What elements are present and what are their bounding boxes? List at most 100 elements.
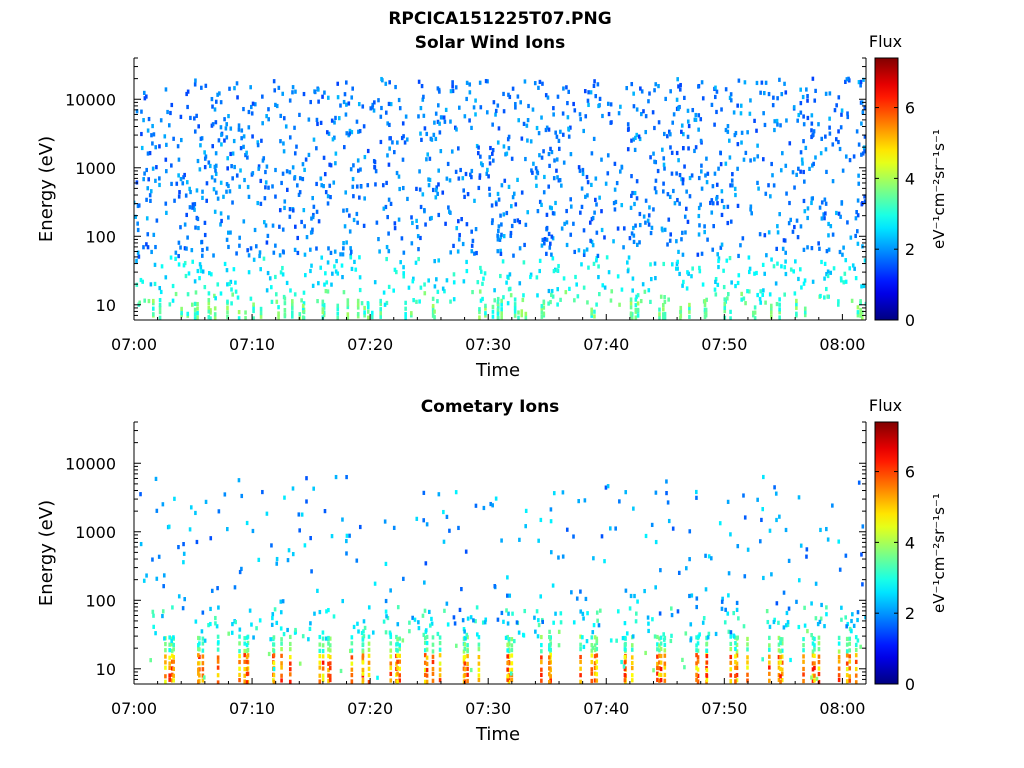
heatmap-cell [771,103,775,108]
heatmap-cell [832,266,836,271]
heatmap-cell [520,190,524,195]
x-tick-label: 07:20 [347,335,393,354]
heatmap-cell [401,121,405,126]
heatmap-cell [810,246,814,251]
heatmap-cell [291,299,294,304]
heatmap-cell [500,311,503,316]
heatmap-cell [199,264,203,270]
heatmap-cell [280,678,283,683]
heatmap-cell [813,678,816,683]
heatmap-cell [558,177,562,183]
heatmap-cell [615,180,619,186]
heatmap-cell [768,624,772,629]
heatmap-cell [147,116,151,122]
heatmap-cell [802,281,806,286]
heatmap-cell [839,125,843,130]
heatmap-cell [778,302,781,307]
heatmap-cell [839,214,842,219]
heatmap-cell [536,293,539,298]
heatmap-cell [772,95,775,100]
heatmap-cell [824,211,827,216]
heatmap-cell [786,619,790,625]
heatmap-cell [213,178,217,183]
heatmap-cell [662,189,665,194]
heatmap-cell [825,605,828,610]
heatmap-cell [145,573,148,578]
heatmap-cell [696,648,700,653]
heatmap-cell [511,195,515,200]
heatmap-cell [690,274,693,279]
heatmap-cell [264,185,267,190]
heatmap-cell [562,86,565,91]
heatmap-cell [837,654,841,660]
heatmap-cell [197,679,200,684]
heatmap-cell [431,296,435,301]
heatmap-cell [231,622,234,627]
heatmap-cells [139,474,866,684]
heatmap-cell [393,150,396,155]
heatmap-cell [775,601,779,606]
heatmap-cell [468,82,472,87]
heatmap-cell [670,150,674,155]
heatmap-cell [170,642,174,647]
heatmap-cell [861,151,865,156]
heatmap-cell [510,156,514,161]
heatmap-cell [168,655,171,660]
heatmap-cell [321,666,325,671]
heatmap-cell [630,678,634,683]
heatmap-cell [355,211,359,217]
heatmap-cell [361,678,365,683]
heatmap-cell [603,285,607,290]
heatmap-cell [250,622,253,627]
heatmap-cell [777,620,780,625]
heatmap-cell [663,316,667,320]
heatmap-cell [643,588,646,594]
heatmap-cell [804,145,808,151]
heatmap-cell [736,280,740,286]
heatmap-cell [658,660,661,665]
heatmap-cell [145,167,148,173]
heatmap-cell [648,91,651,96]
heatmap-cell [253,227,257,233]
heatmap-cell [142,90,146,96]
heatmap-cell [294,224,297,229]
heatmap-cell [465,632,469,637]
heatmap-cell [826,269,830,274]
heatmap-cell [723,309,727,314]
heatmap-cell [321,630,325,635]
heatmap-cell [383,519,387,524]
heatmap-cell [815,676,819,682]
heatmap-cell [471,289,474,295]
heatmap-cell [854,233,857,239]
heatmap-cell [194,290,198,295]
heatmap-cell [778,310,781,315]
heatmap-cell [635,196,639,201]
heatmap-cell [327,647,330,652]
heatmap-cell [412,276,415,281]
heatmap-cell [465,268,469,274]
y-tick-label: 10000 [65,90,116,109]
heatmap-cell [479,269,483,274]
heatmap-cell [729,660,733,665]
heatmap-cell [859,79,863,85]
heatmap-cell [474,619,477,624]
heatmap-cell [417,620,420,625]
heatmap-cell [705,679,708,684]
heatmap-cell [333,249,337,254]
heatmap-cell [209,536,213,541]
heatmap-cell [629,297,633,302]
heatmap-cell [431,313,435,318]
heatmap-cell [232,267,236,272]
heatmap-cell [313,89,317,95]
heatmap-cell [197,661,200,666]
heatmap-cell [170,163,173,168]
heatmap-cell [357,129,360,134]
heatmap-cell [148,150,152,156]
heatmap-cell [330,534,334,539]
heatmap-cell [328,162,332,167]
heatmap-cell [735,607,739,612]
heatmap-cell [615,638,618,643]
heatmap-cell [348,229,352,234]
heatmap-cell [474,503,478,508]
heatmap-cell [851,612,854,617]
